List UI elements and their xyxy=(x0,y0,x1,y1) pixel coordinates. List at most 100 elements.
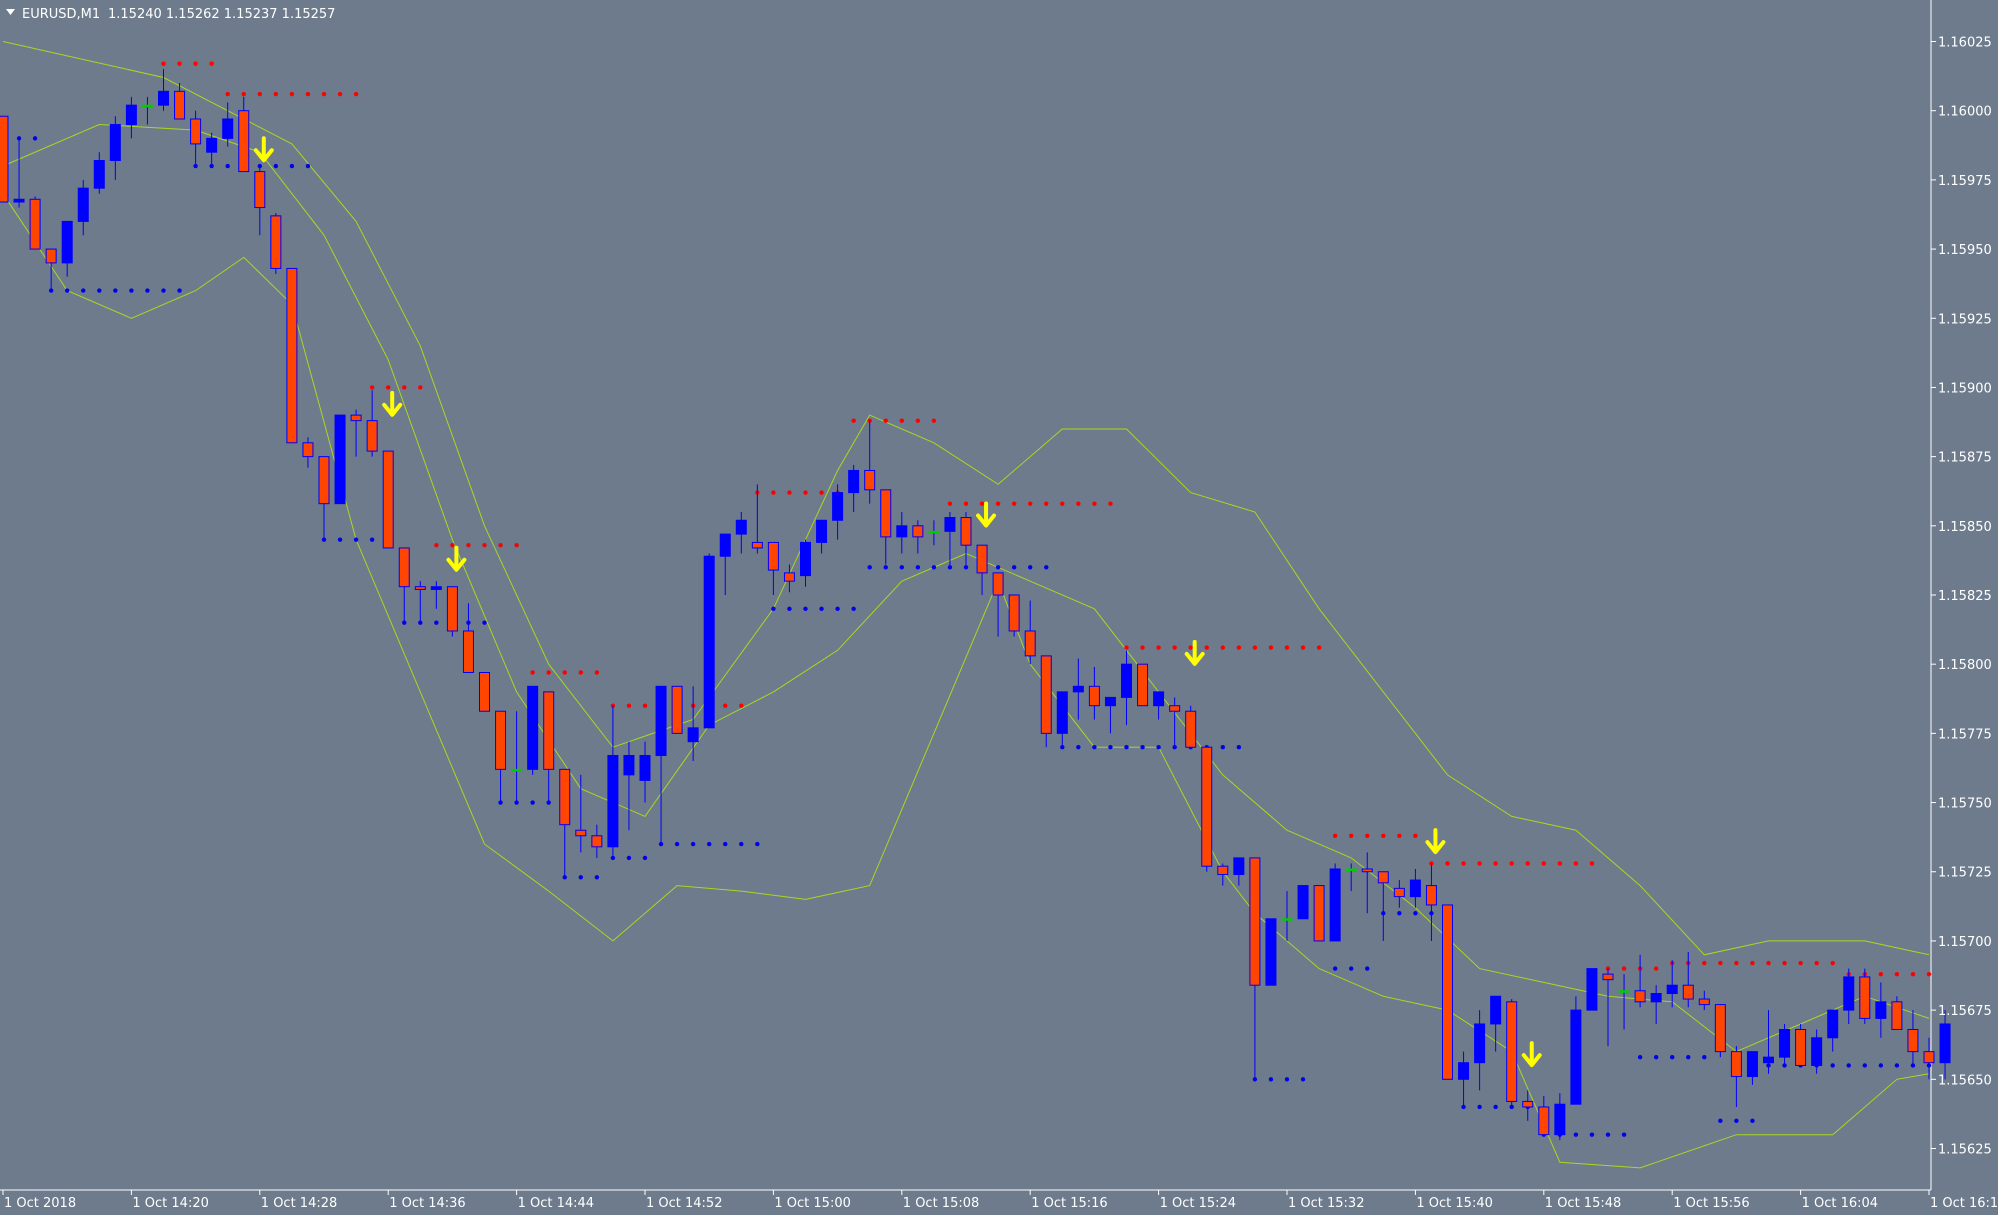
resistance-dot xyxy=(1541,861,1547,866)
price-tick-label: 1.15875 xyxy=(1938,451,1992,466)
candle-body xyxy=(1682,984,1694,1000)
candle-body xyxy=(318,456,330,505)
sell-arrow-icon xyxy=(976,501,997,528)
candle-body xyxy=(1249,857,1261,986)
candle xyxy=(1859,968,1871,1024)
candle xyxy=(591,824,603,858)
support-dot xyxy=(177,288,182,293)
candle xyxy=(222,102,234,147)
candle xyxy=(495,710,507,803)
time-tick-label: 1 Oct 15:08 xyxy=(903,1196,979,1211)
resistance-dot xyxy=(369,385,375,390)
candle-body xyxy=(1859,976,1871,1019)
support-dot xyxy=(578,875,583,880)
candle xyxy=(1730,1046,1742,1107)
support-dot xyxy=(161,288,166,293)
support-dot xyxy=(1862,1063,1868,1068)
price-tick-label: 1.15675 xyxy=(1938,1004,1992,1019)
candle-body xyxy=(1265,918,1277,986)
candle xyxy=(1008,594,1020,637)
candle xyxy=(607,705,619,858)
resistance-dot xyxy=(1910,971,1916,977)
candle xyxy=(687,686,699,762)
candle xyxy=(671,685,683,734)
candle-body xyxy=(1137,663,1149,707)
resistance-dot xyxy=(1332,833,1338,838)
candle xyxy=(1121,650,1132,726)
resistance-dot xyxy=(995,501,1001,506)
candle xyxy=(1458,1051,1470,1107)
resistance-dot xyxy=(1718,960,1723,966)
candle-body xyxy=(1393,887,1405,898)
candle-body xyxy=(671,685,683,734)
resistance-dot xyxy=(1284,645,1290,650)
candle xyxy=(896,511,908,554)
support-dot xyxy=(1284,1077,1290,1082)
candle xyxy=(350,409,362,457)
resistance-dot xyxy=(498,542,503,548)
resistance-dot xyxy=(209,61,214,66)
resistance-dot xyxy=(787,490,792,495)
candle xyxy=(302,437,314,468)
candle-body xyxy=(61,220,73,264)
support-dot xyxy=(1140,745,1145,750)
time-tick-label: 1 Oct 15:24 xyxy=(1160,1196,1236,1211)
support-dot xyxy=(32,136,38,141)
candle xyxy=(1072,658,1084,720)
candle xyxy=(1827,1009,1839,1052)
candle xyxy=(1377,871,1389,941)
resistance-dot xyxy=(1477,861,1482,866)
candle-body xyxy=(1730,1051,1742,1078)
candle xyxy=(1040,655,1052,748)
candle-body xyxy=(1538,1106,1550,1136)
candle-body xyxy=(1088,685,1100,707)
candle-body xyxy=(1586,968,1598,1011)
resistance-dot xyxy=(1589,861,1595,866)
resistance-dot xyxy=(899,418,904,423)
candle xyxy=(1490,995,1502,1052)
candle-body xyxy=(1313,885,1325,942)
candle xyxy=(479,671,490,712)
chart-header: EURUSD,M1 1.15240 1.15262 1.15237 1.1525… xyxy=(6,7,335,22)
resistance-dot xyxy=(1493,861,1498,866)
candle-body xyxy=(687,727,699,743)
candle xyxy=(1137,663,1149,707)
candle-body xyxy=(1634,990,1646,1003)
support-dot xyxy=(1268,1077,1274,1082)
support-dot xyxy=(1878,1063,1884,1068)
candle-body xyxy=(1891,1001,1903,1030)
support-dot xyxy=(225,163,230,169)
support-dot xyxy=(369,537,375,542)
support-dot xyxy=(273,163,279,169)
candle-body xyxy=(1474,1023,1486,1064)
sell-arrow-icon xyxy=(1425,828,1446,855)
resistance-dot xyxy=(1220,645,1226,650)
support-dot xyxy=(803,606,808,612)
triangle-down-icon[interactable] xyxy=(6,9,15,15)
candle xyxy=(1650,985,1662,1024)
candle-body xyxy=(1939,1023,1951,1064)
support-dot xyxy=(915,565,921,570)
candle-body xyxy=(1907,1028,1919,1053)
candle xyxy=(446,586,458,637)
candle-body xyxy=(1506,1001,1518,1102)
candle xyxy=(559,768,571,878)
candle-body xyxy=(1490,995,1502,1025)
candle-body xyxy=(1345,868,1357,871)
candle xyxy=(880,489,892,565)
support-dot xyxy=(1349,966,1354,971)
support-dot xyxy=(594,875,600,880)
candle-body xyxy=(1827,1009,1839,1039)
resistance-dot xyxy=(1108,501,1113,506)
price-tick-label: 1.15850 xyxy=(1938,520,1992,535)
support-dot xyxy=(1461,1104,1466,1110)
candle-body xyxy=(1121,663,1132,698)
candle xyxy=(1345,863,1357,892)
resistance-dot xyxy=(1461,861,1466,866)
support-dot xyxy=(1028,565,1033,570)
resistance-dot xyxy=(1557,861,1563,866)
resistance-dot xyxy=(915,418,921,423)
support-dot xyxy=(1092,745,1097,750)
